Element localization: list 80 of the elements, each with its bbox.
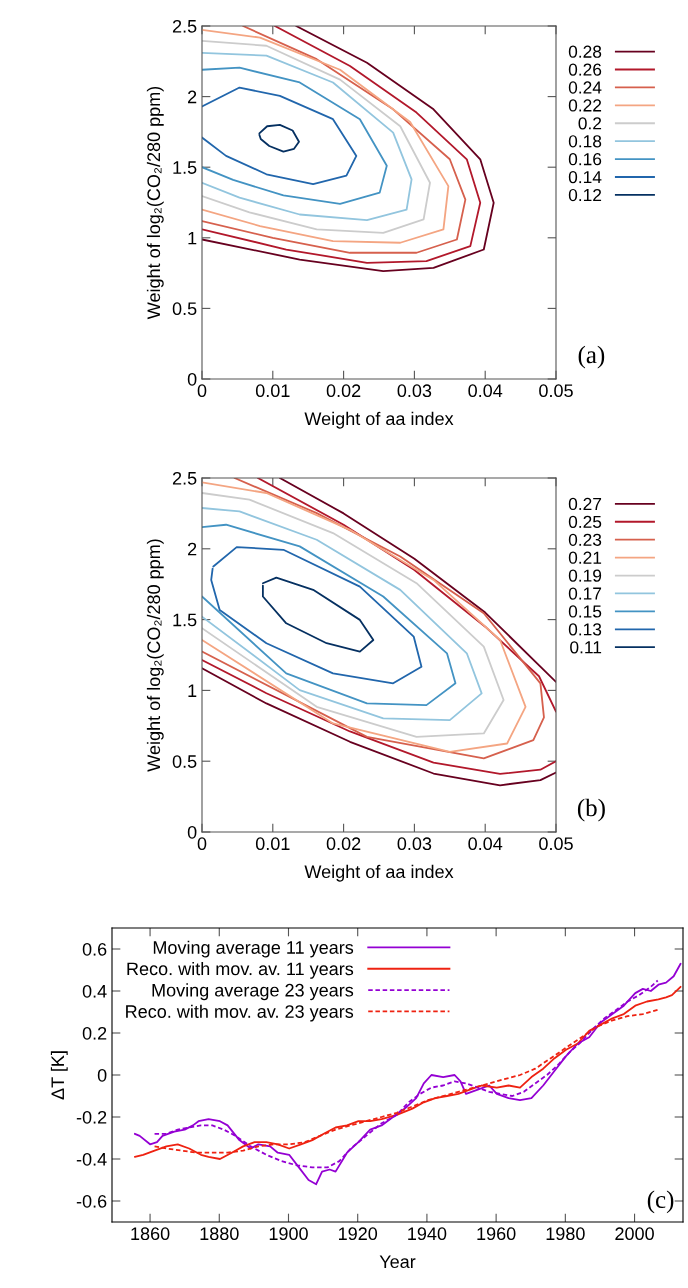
line-series — [202, 492, 505, 738]
x-tick-label: 1860 — [131, 1227, 170, 1241]
text: (b) — [577, 798, 605, 822]
legend-label: Reco. with mov. av. 11 years — [127, 961, 354, 979]
x-tick-label: 0 — [197, 384, 207, 398]
y-tick-label: -0.4 — [76, 1152, 107, 1166]
y-tick-label: 2 — [188, 90, 197, 104]
line-series — [210, 546, 423, 685]
legend-label: 0.14 — [568, 170, 602, 184]
x-tick-label: 1980 — [546, 1227, 585, 1241]
legend-label: 0.12 — [568, 188, 602, 202]
x-tick-label: 0.05 — [539, 384, 573, 398]
line-series — [258, 123, 300, 153]
x-axis-title: Weight of aa index — [304, 864, 454, 882]
line-series — [261, 576, 375, 653]
x-tick-label: 1940 — [408, 1227, 447, 1241]
legend-label: 0.15 — [568, 605, 602, 618]
x-tick-label: 0.04 — [468, 837, 503, 851]
x-tick-label: 0.05 — [539, 837, 573, 851]
legend-label: Reco. with mov. av. 23 years — [126, 1004, 354, 1022]
legend-label: 0.16 — [568, 153, 602, 166]
x-tick-label: 0 — [197, 837, 207, 851]
x-tick-label: 1920 — [339, 1227, 378, 1241]
x-tick-label: 0.04 — [468, 384, 503, 398]
x-tick-label: 1900 — [269, 1227, 308, 1241]
y-tick-label: 0 — [187, 372, 197, 386]
x-tick-label: 0.02 — [326, 384, 361, 398]
y-tick-label: 1.5 — [173, 161, 197, 174]
legend-label: 0.11 — [570, 641, 602, 654]
y-axis-title: Weight of log₂(CO₂/280 ppm) — [146, 539, 164, 772]
legend-label: 0.22 — [568, 99, 602, 112]
x-tick-label: 0.02 — [326, 837, 361, 851]
y-tick-label: 2.5 — [172, 19, 197, 33]
x-tick-label: 0.03 — [397, 837, 432, 851]
x-tick-label: 0.01 — [255, 837, 290, 851]
x-tick-label: 0.03 — [397, 384, 432, 398]
line-series — [202, 86, 358, 186]
legend-label: Moving average 23 years — [152, 983, 354, 1001]
x-tick-label: 1880 — [200, 1227, 239, 1241]
annotation: (c) — [647, 1190, 674, 1214]
line-series — [202, 507, 483, 722]
legend-label: 0.27 — [568, 497, 602, 511]
y-axis-title: ΔT [K] — [50, 1051, 68, 1100]
legend-label: Moving average 11 years — [153, 940, 354, 958]
x-axis-title: Year — [379, 1255, 416, 1269]
legend-label: 0.13 — [568, 623, 602, 636]
legend-label: 0.25 — [568, 515, 602, 529]
y-tick-label: 0.6 — [82, 942, 107, 956]
x-axis-title: Weight of aa index — [304, 411, 454, 429]
y-tick-label: -0.6 — [76, 1194, 107, 1208]
legend-label: 0.28 — [568, 45, 602, 58]
legend-label: 0.17 — [568, 587, 602, 600]
y-tick-label: 1 — [188, 231, 197, 245]
x-tick-label: 2000 — [615, 1227, 654, 1241]
y-tick-label: 1.5 — [173, 613, 197, 627]
y-tick-label: -0.2 — [76, 1110, 107, 1124]
legend-label: 0.21 — [568, 551, 602, 564]
y-axis-title: Weight of log₂(CO₂/280 ppm) — [146, 86, 164, 320]
y-tick-label: 1 — [188, 684, 197, 697]
legend-label: 0.18 — [568, 135, 602, 148]
y-tick-label: 2.5 — [172, 471, 197, 485]
line-series — [202, 523, 457, 707]
legend-label: 0.2 — [578, 117, 602, 130]
y-tick-label: 0.2 — [82, 1026, 107, 1040]
y-tick-label: 2 — [188, 542, 197, 556]
line-series — [202, 39, 431, 234]
legend-label: 0.23 — [568, 533, 602, 546]
legend-label: 0.26 — [568, 63, 602, 76]
legend-label: 0.19 — [568, 569, 602, 582]
text: (a) — [578, 345, 605, 369]
x-tick-label: 0.01 — [255, 384, 290, 398]
line-series — [202, 66, 388, 205]
x-tick-label: 1960 — [477, 1227, 516, 1241]
y-tick-label: 0.4 — [82, 984, 107, 998]
y-tick-label: 0 — [97, 1068, 107, 1082]
y-tick-label: 0 — [187, 825, 197, 839]
y-tick-label: 0.5 — [172, 302, 197, 316]
line-series — [202, 51, 413, 222]
legend-label: 0.24 — [568, 81, 602, 94]
y-tick-label: 0.5 — [172, 755, 197, 768]
